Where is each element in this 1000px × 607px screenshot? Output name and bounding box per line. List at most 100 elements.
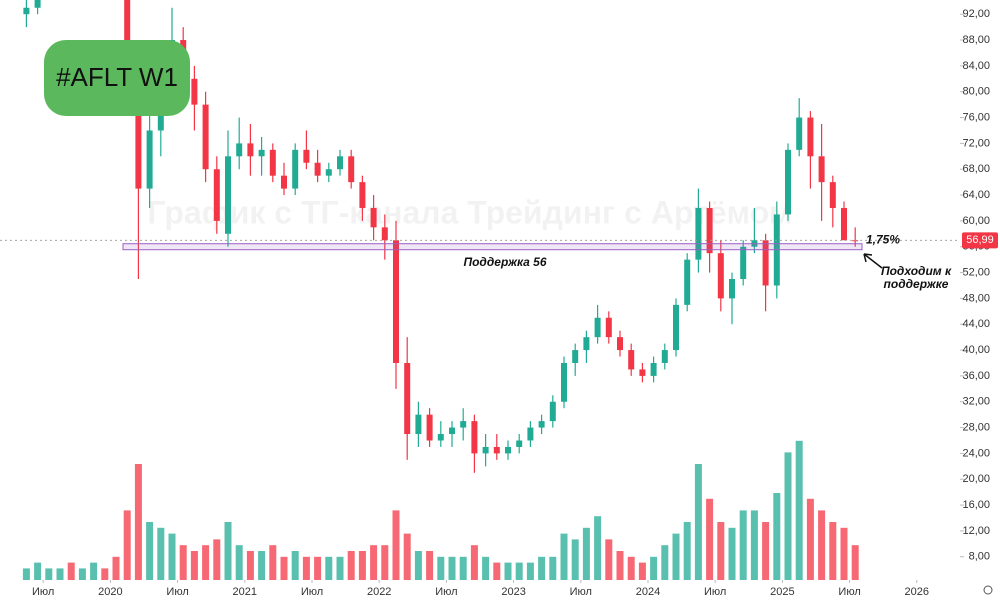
candle-body <box>281 175 287 189</box>
settings-icon[interactable] <box>983 585 993 595</box>
volume-bar <box>370 545 378 580</box>
y-tick-label: 16,00 <box>962 499 990 511</box>
volume-bar <box>549 556 557 580</box>
volume-bar <box>694 464 702 580</box>
candle-body <box>437 434 444 441</box>
volume-bar <box>202 545 210 580</box>
y-tick-label: 84,00 <box>962 60 990 72</box>
volume-bar <box>437 556 445 580</box>
volume-bar <box>123 510 131 580</box>
candle-body <box>23 7 30 15</box>
volume-bar <box>818 510 826 580</box>
volume-bar <box>582 527 590 580</box>
candle-body <box>729 279 735 299</box>
candle-body <box>628 350 635 370</box>
candle-body <box>337 156 343 170</box>
volume-bar <box>246 551 254 580</box>
candle-body <box>381 227 388 241</box>
volume-bar <box>459 556 467 580</box>
volume-bar <box>829 522 837 580</box>
candle-body <box>673 304 679 351</box>
support-label: Поддержка 56 <box>463 255 546 269</box>
volume-bar <box>672 533 680 580</box>
y-tick-label: 48,00 <box>962 292 990 304</box>
y-tick-label: 88,00 <box>962 34 990 46</box>
last-price-label: 56,99 <box>966 234 994 246</box>
y-tick-label: 60,00 <box>962 215 990 227</box>
x-tick-label: 2026 <box>905 586 929 598</box>
candle-body <box>852 240 859 242</box>
volume-bar <box>179 545 187 580</box>
candle-body <box>538 421 545 428</box>
volume-bar <box>493 562 501 580</box>
volume-bar <box>784 452 792 580</box>
change-label: 1,75% <box>866 233 900 247</box>
x-tick-label: 2025 <box>770 586 794 598</box>
candle-body <box>796 117 803 150</box>
candle-body <box>292 149 299 189</box>
candle-body <box>370 207 377 228</box>
volume-bar <box>347 551 355 580</box>
volume-bar <box>90 562 98 580</box>
volume-bar <box>728 527 736 580</box>
y-tick-label: 64,00 <box>962 189 990 201</box>
volume-bar <box>67 562 75 580</box>
candle-body <box>706 207 713 254</box>
volume-bar <box>302 556 310 580</box>
candle-body <box>617 337 623 351</box>
title-badge <box>44 40 190 116</box>
x-tick-label: 2024 <box>636 586 660 598</box>
candle-body <box>393 240 399 363</box>
x-tick-label: Июл <box>838 586 860 598</box>
note-arrow <box>863 253 883 269</box>
volume-bar <box>683 522 691 580</box>
volume-bar <box>392 510 400 580</box>
volume-bar <box>280 556 288 580</box>
volume-bar <box>45 568 53 580</box>
volume-bar <box>426 551 434 580</box>
candle-body <box>247 143 254 157</box>
x-tick-label: Июл <box>166 586 188 598</box>
volume-bar <box>605 539 613 580</box>
candle-body <box>572 350 579 363</box>
candle-body <box>460 421 467 428</box>
volume-bar <box>213 539 221 580</box>
volume-bar <box>661 545 669 580</box>
y-tick-label: 32,00 <box>962 396 990 408</box>
x-tick-label: 2021 <box>233 586 257 598</box>
volume-bar <box>538 556 546 580</box>
volume-bar <box>851 545 859 580</box>
volume-bar <box>168 533 176 580</box>
candle-body <box>785 149 791 215</box>
volume-bar <box>414 551 422 580</box>
candle-body <box>583 337 590 351</box>
volume-bar <box>78 568 86 580</box>
volume-bar <box>157 527 165 580</box>
note-arrowhead <box>863 253 873 263</box>
y-tick-label: 8,00 <box>969 551 990 563</box>
candle-body <box>225 156 231 234</box>
volume-bar <box>526 562 534 580</box>
volume-bar <box>403 533 411 580</box>
volume-bar <box>190 551 198 580</box>
candle-body <box>841 207 847 241</box>
volume-bar <box>325 556 333 580</box>
x-tick-label: Июл <box>435 586 457 598</box>
volume-bar <box>504 562 512 580</box>
candle-body <box>505 446 511 454</box>
volume-bar <box>112 556 120 580</box>
candle-body <box>303 149 310 163</box>
watermark: График с ТГ-канала Трейдинг с Артёмом <box>147 194 792 230</box>
y-tick-label: 40,00 <box>962 344 990 356</box>
volume-bar <box>258 551 266 580</box>
candle-body <box>639 369 646 376</box>
volume-bar <box>773 493 781 580</box>
candle-body <box>34 0 41 8</box>
candle-body <box>124 0 131 79</box>
volume-bar <box>235 545 243 580</box>
volume-bar <box>594 516 602 580</box>
candle-body <box>314 162 321 176</box>
volume-bar <box>795 440 803 580</box>
y-tick-label: 92,00 <box>962 8 990 20</box>
